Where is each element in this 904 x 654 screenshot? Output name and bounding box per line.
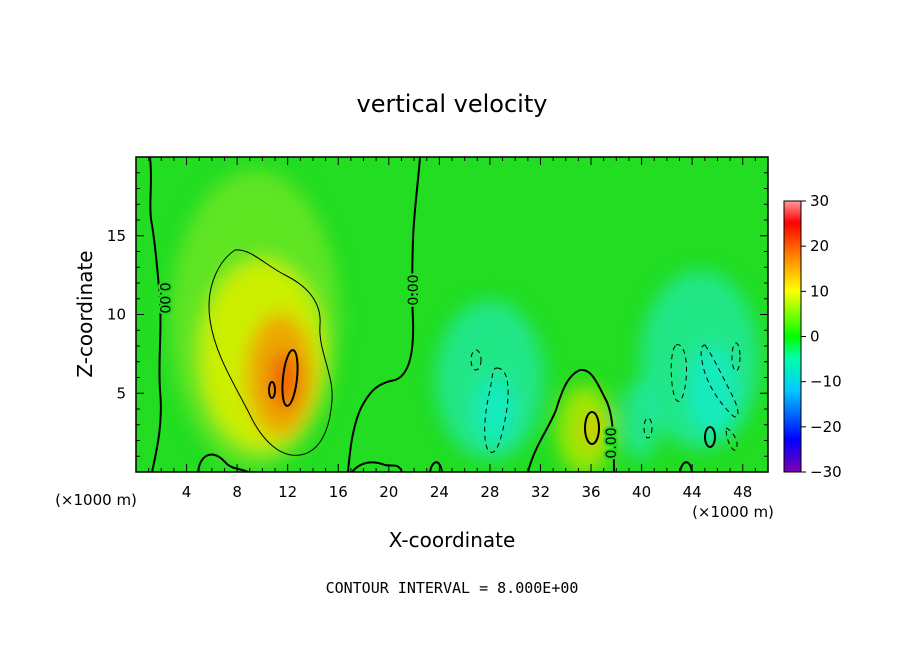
colorbar-tick-label: −10	[810, 373, 842, 391]
colorbar-tick-label: 0	[810, 328, 820, 346]
x-tick-label: 44	[683, 483, 702, 501]
positive-contour-8-right	[584, 411, 600, 445]
negative-contour	[700, 344, 739, 418]
negative-contour	[643, 417, 653, 439]
x-tick-label: 36	[581, 483, 600, 501]
colorbar-gradient	[783, 200, 802, 473]
positive-contour-16	[281, 349, 299, 407]
x-tick-label: 48	[733, 483, 752, 501]
heatmap-field	[136, 157, 768, 472]
x-tick-label: 4	[182, 483, 192, 501]
x-units-left: (×1000 m)	[55, 491, 137, 509]
colorbar-tick-label: −30	[810, 463, 842, 481]
negative-contour	[484, 367, 509, 453]
zero-contour-middle	[347, 157, 421, 472]
zero-contour-bottom-small	[429, 461, 443, 472]
colorbar-tick-label: 10	[810, 282, 829, 300]
colorbar: 30 20 10 0 −10 −20 −30	[783, 192, 842, 481]
x-axis-title: X-coordinate	[389, 528, 516, 552]
negative-contour	[731, 342, 741, 372]
negative-contour	[670, 344, 687, 402]
x-axis: 4 8 12 16 20 24 28 32 36 40 44 48	[148, 157, 756, 501]
zero-contour-bottom-right	[679, 461, 693, 472]
x-tick-label: 16	[329, 483, 348, 501]
contour-label: 0.00	[406, 274, 422, 305]
contour-label: 0.00	[604, 427, 620, 458]
chart-title: vertical velocity	[357, 90, 548, 118]
x-tick-label: 28	[480, 483, 499, 501]
y-axis: 5 10 15	[107, 172, 768, 457]
x-units-right: (×1000 m)	[692, 503, 774, 521]
contour-interval-note: CONTOUR INTERVAL = 8.000E+00	[326, 579, 579, 597]
colorbar-tick-label: 30	[810, 192, 829, 210]
downdraft-core-1	[475, 375, 515, 445]
y-tick-label: 10	[107, 306, 126, 324]
x-tick-label: 24	[430, 483, 449, 501]
zero-contour-bottom-left	[197, 453, 249, 472]
x-tick-label: 40	[632, 483, 651, 501]
downdraft-core-2	[687, 345, 737, 435]
contour-label: 0.00	[156, 282, 172, 313]
x-tick-label: 32	[531, 483, 550, 501]
negative-contours	[470, 342, 741, 453]
x-tick-label: 20	[379, 483, 398, 501]
negative-contour	[470, 349, 482, 371]
x-tick-label: 12	[278, 483, 297, 501]
x-tick-label: 8	[232, 483, 242, 501]
y-tick-label: 5	[116, 384, 126, 402]
downdraft-region-3	[620, 380, 660, 460]
contour-lines	[149, 157, 741, 472]
colorbar-tick-label: −20	[810, 418, 842, 436]
positive-contour-8	[208, 249, 333, 456]
zero-contour-right-bump	[527, 368, 615, 472]
zero-contour-left	[149, 157, 162, 472]
zero-contour-bottom-mid	[351, 461, 403, 472]
y-axis-title: Z-coordinate	[73, 250, 97, 377]
colorbar-tick-label: 20	[810, 237, 829, 255]
zero-contour-small-loop	[704, 426, 716, 448]
y-tick-label: 15	[107, 227, 126, 245]
colorbar-ticks: 30 20 10 0 −10 −20 −30	[801, 192, 842, 481]
positive-contour-16-small	[268, 381, 276, 399]
